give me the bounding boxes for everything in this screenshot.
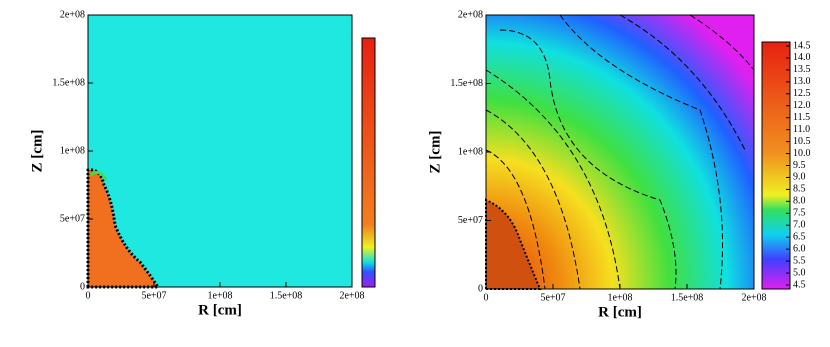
blob-edge [89,170,108,181]
x-axis-label: R [cm] [598,304,642,320]
colorbar-tick-label: 11.0 [793,124,810,135]
x-tick-label: 5e+07 [540,292,565,303]
x-tick-label: 2e+08 [741,292,766,303]
y-tick-label: 2e+08 [60,9,85,20]
colorbar [361,37,376,288]
y-tick-label: 5e+07 [458,215,483,226]
x-tick-label: 1.5e+08 [270,290,303,301]
colorbar-tick-label: 6.5 [793,231,806,242]
colorbar-tick-label: 10.0 [793,148,811,159]
y-tick-label: 1.5e+08 [450,78,483,89]
colorbar-tick-label: 10.5 [793,136,811,147]
y-tick-label: 0 [80,281,85,292]
y-tick-label: 5e+07 [60,213,85,224]
blob [86,168,161,289]
y-axis-label: Z [cm] [427,131,443,174]
x-tick-label: 1.5e+08 [671,292,704,303]
colorbar-tick-label: 12.0 [793,100,811,111]
y-tick-label: 1e+08 [60,145,85,156]
colorbar-tick-label: 9.0 [793,172,806,183]
field [486,15,754,289]
colorbar [761,41,791,290]
colorbar-tick-label: 7.0 [793,220,806,231]
colorbar-tick-label: 8.5 [793,184,806,195]
x-tick-label: 5e+07 [141,290,166,301]
x-tick-label: 1e+08 [207,290,232,301]
colorbar-tick-label: 13.0 [793,76,811,87]
x-tick-label: 0 [86,290,91,301]
colorbar-tick-label: 5.0 [793,267,806,278]
colorbar-tick-label: 6.0 [793,243,806,254]
colorbar-tick-label: 12.5 [793,88,811,99]
colorbar-tick-label: 7.5 [793,208,806,219]
y-tick-label: 0 [478,283,483,294]
contours [485,14,755,290]
colorbar-tick-label: 13.5 [793,64,811,75]
y-tick-label: 1e+08 [458,146,483,157]
y-tick-label: 1.5e+08 [52,77,85,88]
x-tick-label: 2e+08 [339,290,364,301]
x-tick-label: 1e+08 [607,292,632,303]
field [88,15,352,287]
colorbar-tick-label: 9.5 [793,160,806,171]
colorbar-tick-label: 4.5 [793,279,806,290]
y-axis-label: Z [cm] [29,130,45,173]
blob [485,198,542,290]
colorbar-tick-label: 5.5 [793,255,806,266]
x-tick-label: 0 [484,292,489,303]
y-tick-label: 2e+08 [458,9,483,20]
colorbar-tick-label: 14.5 [793,40,811,51]
x-axis-label: R [cm] [198,302,242,318]
colorbar-tick-label: 14.0 [793,52,811,63]
colorbar-tick-label: 11.5 [793,112,810,123]
colorbar-tick-label: 8.0 [793,196,806,207]
